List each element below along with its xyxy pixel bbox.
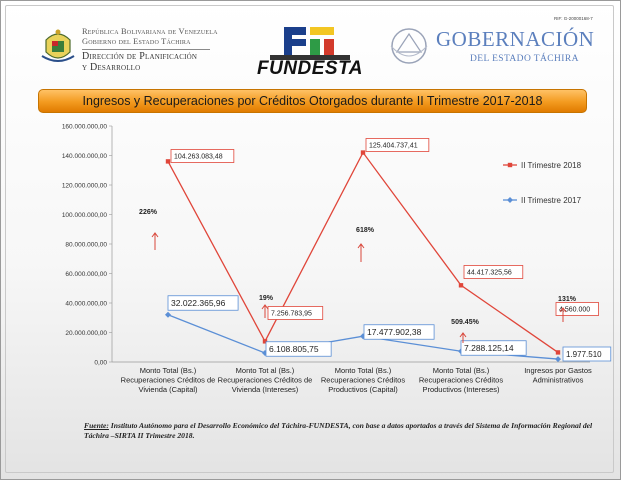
x-category-label: Recuperaciones Créditos [419, 376, 503, 385]
data-label: 4.560.000 [559, 306, 590, 313]
source-label: Fuente: [84, 421, 109, 430]
x-category-label: Monto Total (Bs.) [335, 366, 392, 375]
legend-swatch-marker [507, 162, 513, 168]
x-category-label: Productivos (Intereses) [422, 385, 500, 394]
x-category-label: Monto Total (Bs.) [433, 366, 490, 375]
percent-change-label: 509.45% [451, 319, 479, 326]
gov-line-2: Gobierno del Estado Táchira [82, 37, 191, 46]
data-label-box [167, 295, 239, 311]
y-tick-label: 40.000.000,00 [65, 301, 107, 308]
x-category-label: Recuperaciones Créditos de [121, 376, 216, 385]
percent-change-label: 226% [139, 209, 158, 216]
data-point [360, 150, 366, 155]
data-label: 17.477.902,38 [367, 327, 422, 337]
source-text: Instituto Autónomo para el Desarrollo Ec… [84, 421, 593, 440]
chart-title-bar: Ingresos y Recuperaciones por Créditos O… [38, 89, 587, 113]
gobernacion-subtitle: DEL ESTADO TÁCHIRA [470, 54, 579, 64]
data-label-box [363, 324, 435, 340]
y-tick-label: 20.000.000,00 [65, 330, 107, 337]
increase-arrow-head-icon [559, 307, 567, 313]
gobernacion-wordmark: GOBERNACIÓN DEL ESTADO TÁCHIRA [436, 27, 594, 64]
data-point [262, 339, 268, 344]
increase-arrow-head-icon [459, 332, 467, 338]
data-label-box [265, 341, 332, 357]
header: República Bolivariana de Venezuela Gobie… [0, 0, 621, 84]
data-label: 125.404.737,41 [369, 142, 418, 149]
x-category-label: Monto Tot al (Bs.) [236, 366, 295, 375]
y-tick-label: 60.000.000,00 [65, 271, 107, 278]
y-tick-label: 160.000.000,00 [62, 124, 108, 131]
x-category-label: Vivienda (Intereses) [232, 385, 299, 394]
increase-arrow-head-icon [261, 304, 269, 310]
percent-change-label: 19% [259, 295, 274, 302]
legend-label: II Trimestre 2017 [521, 196, 582, 205]
data-label-box [170, 149, 235, 163]
data-point [555, 356, 561, 363]
data-label-box [267, 306, 324, 320]
data-label-box [562, 346, 612, 362]
data-label-box [555, 302, 599, 316]
gobernacion-seal-icon [390, 28, 428, 64]
chart-title: Ingresos y Recuperaciones por Créditos O… [82, 94, 543, 108]
gov-line-3: Dirección de Planificación [82, 51, 198, 62]
fundesta-symbol-icon [270, 27, 350, 60]
series-line [167, 151, 559, 353]
data-point [555, 350, 561, 355]
data-label: 104.263.083,48 [174, 153, 223, 160]
increase-arrow-head-icon [357, 243, 365, 249]
data-label: 7.288.125,14 [464, 343, 514, 353]
data-label: 1.977.510 [566, 350, 602, 359]
fundesta-wordmark: FUNDESTA [256, 58, 364, 79]
rif-number: RIF: G-20000168-7 [554, 16, 593, 21]
data-label: 7.256.783,95 [271, 310, 312, 317]
fundesta-logo: FUNDESTA [240, 25, 380, 81]
source-note: Fuente: Instituto Autónomo para el Desar… [84, 421, 604, 441]
data-label: 44.417.325,56 [467, 269, 512, 276]
data-point [165, 159, 171, 164]
data-label-box [463, 265, 524, 279]
legend-swatch-marker [507, 197, 513, 203]
x-category-label: Productivos (Capital) [328, 385, 398, 394]
x-category-label: Monto Total (Bs.) [140, 366, 197, 375]
x-category-label: Administrativos [533, 376, 584, 385]
legend-label: II Trimestre 2018 [521, 161, 582, 170]
x-category-label: Recuperaciones Créditos [321, 376, 405, 385]
increase-arrow-head-icon [151, 232, 159, 238]
slide-inner-border [5, 5, 614, 473]
y-tick-label: 120.000.000,00 [62, 183, 108, 190]
x-category-label: Vivienda (Capital) [138, 385, 198, 394]
data-label: 32.022.365,96 [171, 298, 226, 308]
data-label-box [365, 138, 430, 152]
percent-change-label: 131% [558, 296, 577, 303]
data-point [165, 311, 171, 318]
percent-change-label: 618% [356, 227, 375, 234]
data-label-box [460, 340, 527, 356]
gobernacion-title: GOBERNACIÓN [436, 27, 595, 51]
x-category-label: Recuperaciones Créditos de [218, 376, 313, 385]
x-category-label: Ingresos por Gastos [524, 366, 592, 375]
government-name-block: República Bolivariana de Venezuela Gobie… [82, 27, 218, 73]
data-point [458, 283, 464, 288]
y-tick-label: 0,00 [94, 360, 107, 367]
y-tick-label: 140.000.000,00 [62, 153, 108, 160]
gov-line-4: y Desarrollo [82, 62, 141, 73]
state-coat-of-arms-icon [41, 29, 75, 62]
y-tick-label: 80.000.000,00 [65, 242, 107, 249]
y-tick-label: 100.000.000,00 [62, 212, 108, 219]
gov-line-1: República Bolivariana de Venezuela [82, 27, 218, 36]
data-label: 6.108.805,75 [269, 344, 319, 354]
